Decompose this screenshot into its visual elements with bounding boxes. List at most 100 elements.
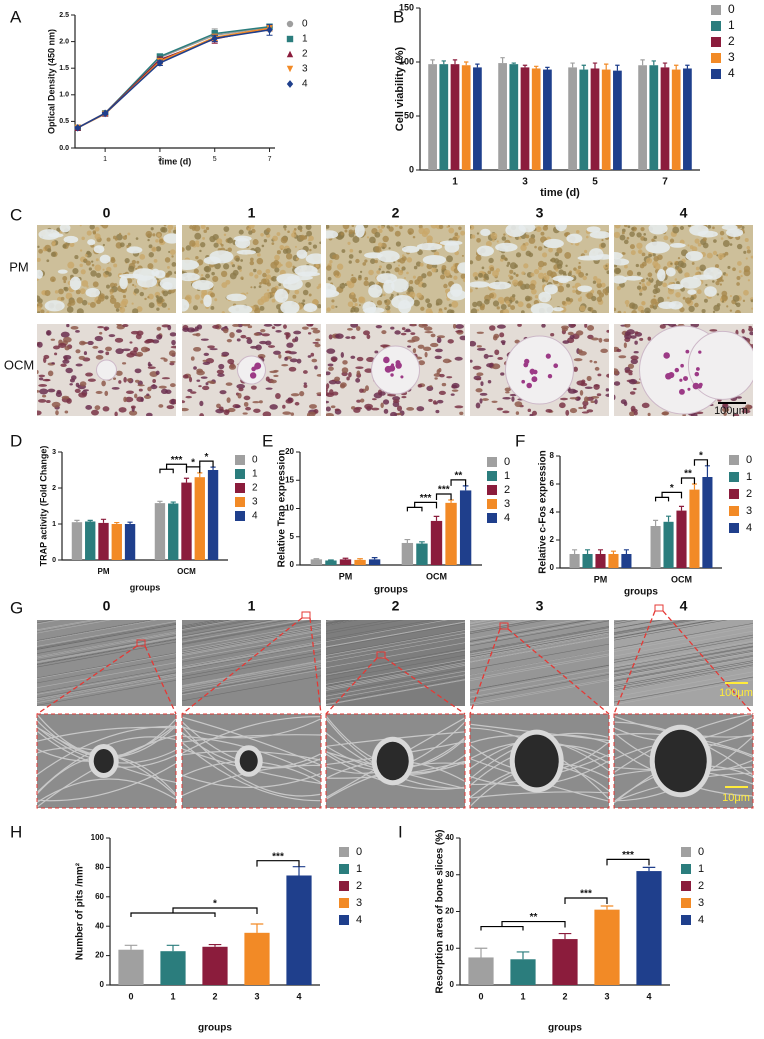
error-bar <box>674 65 678 69</box>
cell <box>136 237 139 240</box>
nucleus <box>395 360 400 365</box>
cell <box>283 225 287 229</box>
panel-letter: C <box>10 205 22 224</box>
cell <box>399 226 402 229</box>
cell <box>347 242 350 245</box>
error-bar <box>114 523 119 524</box>
cell <box>244 396 251 401</box>
cell <box>469 260 473 264</box>
cell <box>683 297 686 300</box>
error-bar <box>251 924 264 933</box>
y-tick-label: 2 <box>550 535 555 544</box>
cell <box>316 392 323 395</box>
cell <box>688 224 691 227</box>
cell <box>270 262 277 269</box>
cell <box>358 297 365 304</box>
cell <box>34 390 39 393</box>
y-tick-label: 60 <box>95 892 104 901</box>
cell <box>606 374 611 378</box>
bar <box>521 67 530 170</box>
cell <box>254 286 256 288</box>
gap <box>477 246 494 257</box>
cell <box>240 259 243 262</box>
significance-label: *** <box>622 850 634 861</box>
cell <box>293 331 301 335</box>
cell <box>402 254 404 256</box>
cell <box>63 337 72 343</box>
bar <box>649 65 658 170</box>
cell <box>86 260 91 265</box>
gap <box>668 301 683 309</box>
cell <box>290 358 298 362</box>
bar <box>402 543 413 565</box>
cell <box>165 273 170 278</box>
cell <box>690 245 694 249</box>
cell <box>213 243 218 248</box>
cell <box>55 410 59 415</box>
cell <box>630 391 636 394</box>
cell <box>410 332 415 335</box>
cell <box>332 357 337 362</box>
cell <box>267 282 271 286</box>
error-bar <box>442 61 446 64</box>
nucleus <box>687 388 690 391</box>
cell <box>586 236 589 239</box>
legend-swatch <box>487 457 497 467</box>
cell <box>446 226 448 228</box>
cell <box>332 255 336 259</box>
cell <box>640 227 644 231</box>
cell <box>630 244 635 249</box>
cell <box>260 233 264 237</box>
cell <box>748 327 753 331</box>
gap <box>70 277 81 291</box>
cell <box>163 291 169 297</box>
cell <box>492 270 499 277</box>
cell <box>642 262 647 267</box>
cell <box>413 300 420 307</box>
cell <box>334 377 340 382</box>
cell <box>667 297 670 300</box>
x-tick-label: 3 <box>254 991 259 1001</box>
cell <box>743 251 746 254</box>
cell <box>740 275 742 277</box>
cell <box>67 262 74 269</box>
cell <box>250 258 254 262</box>
cell <box>492 239 495 242</box>
cell <box>713 239 717 243</box>
gap <box>423 255 446 265</box>
gap <box>693 274 713 279</box>
error-bar <box>624 550 629 554</box>
cell <box>751 308 753 310</box>
cell <box>43 357 46 363</box>
panel-letter: G <box>10 598 23 617</box>
cell <box>651 239 654 242</box>
error-bar <box>357 559 363 560</box>
cell <box>439 225 444 230</box>
cell <box>37 342 43 348</box>
cell <box>323 401 329 404</box>
cell <box>339 283 345 289</box>
cell <box>131 331 139 335</box>
gap <box>555 220 567 231</box>
cell <box>106 285 110 289</box>
cell <box>497 357 503 360</box>
cell <box>394 267 399 272</box>
cell <box>273 370 279 372</box>
cell <box>141 347 149 353</box>
cell <box>65 346 70 350</box>
cell <box>590 360 593 363</box>
cell <box>96 355 104 360</box>
pit <box>377 742 409 780</box>
cell <box>480 381 483 386</box>
cell <box>568 272 572 276</box>
cell <box>730 295 732 297</box>
cell <box>167 266 170 269</box>
cell <box>534 269 539 274</box>
cell <box>515 300 518 303</box>
cell <box>193 347 201 352</box>
cell <box>328 367 334 371</box>
x-tick-label: 1 <box>170 991 175 1001</box>
osteoclast <box>238 356 266 384</box>
nucleus <box>553 363 558 368</box>
cell <box>58 289 64 295</box>
